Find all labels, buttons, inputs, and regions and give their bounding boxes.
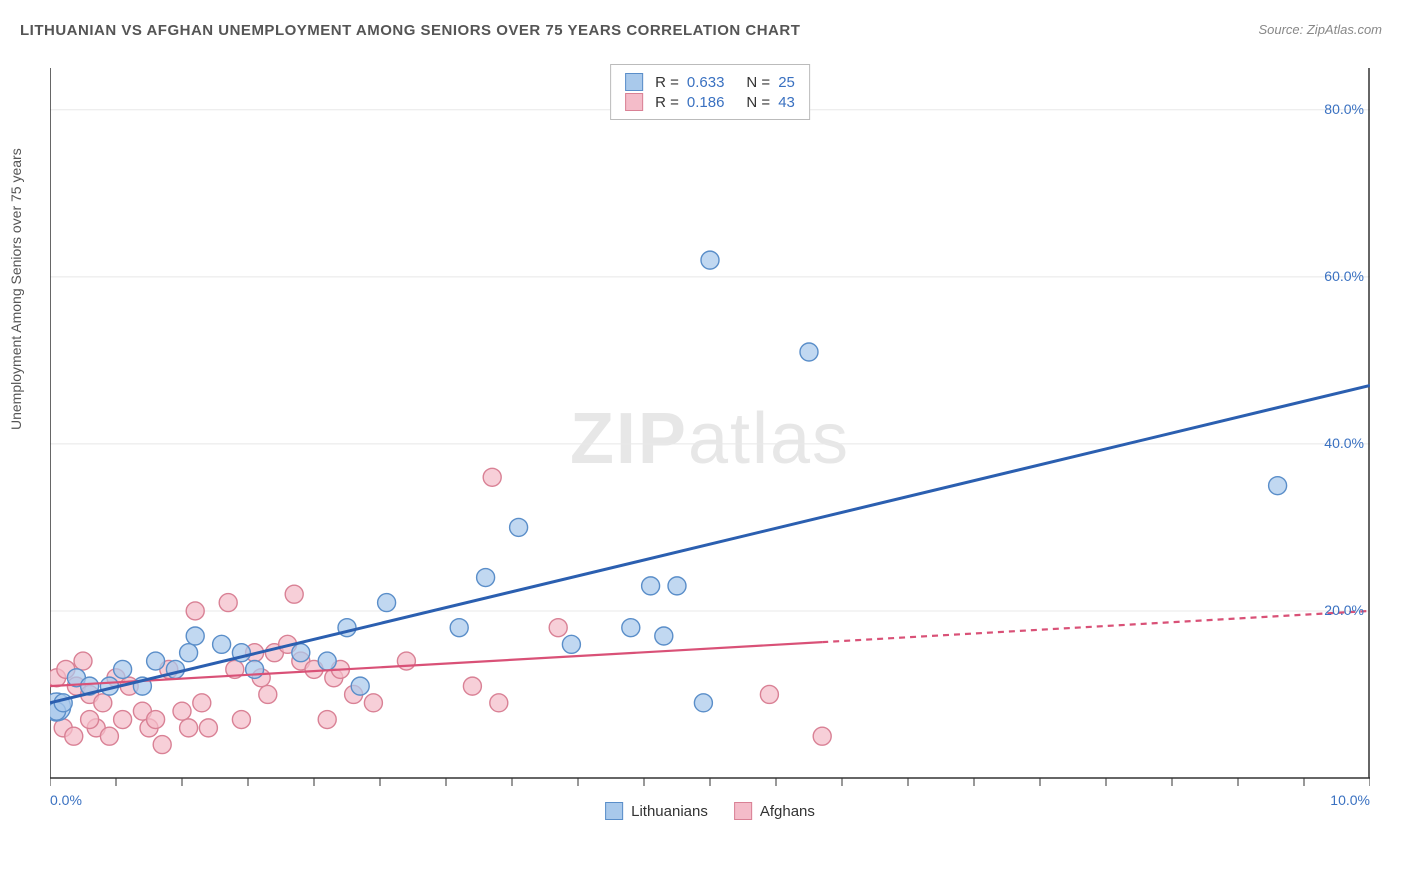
- n-label-b: N =: [746, 94, 770, 111]
- chart-title: LITHUANIAN VS AFGHAN UNEMPLOYMENT AMONG …: [20, 22, 800, 39]
- y-tick-label: 20.0%: [1324, 602, 1364, 618]
- y-tick-label: 60.0%: [1324, 268, 1364, 284]
- legend-row-a: R = 0.633 N = 25: [625, 73, 795, 91]
- legend-label-a: Lithuanians: [631, 803, 708, 820]
- series-legend: Lithuanians Afghans: [605, 802, 815, 820]
- source-credit: Source: ZipAtlas.com: [1258, 22, 1382, 37]
- r-value-a: 0.633: [687, 74, 725, 91]
- r-value-b: 0.186: [687, 94, 725, 111]
- swatch-blue-icon: [605, 802, 623, 820]
- r-label-b: R =: [655, 94, 679, 111]
- legend-item-a: Lithuanians: [605, 802, 708, 820]
- x-axis-max-label: 10.0%: [1330, 792, 1370, 808]
- swatch-blue-icon: [625, 73, 643, 91]
- legend-label-b: Afghans: [760, 803, 815, 820]
- swatch-pink-icon: [625, 93, 643, 111]
- n-label-a: N =: [746, 74, 770, 91]
- y-tick-label: 40.0%: [1324, 435, 1364, 451]
- n-value-a: 25: [778, 74, 795, 91]
- n-value-b: 43: [778, 94, 795, 111]
- swatch-pink-icon: [734, 802, 752, 820]
- correlation-legend: R = 0.633 N = 25 R = 0.186 N = 43: [610, 64, 810, 120]
- legend-item-b: Afghans: [734, 802, 815, 820]
- legend-row-b: R = 0.186 N = 43: [625, 93, 795, 111]
- y-axis-label: Unemployment Among Seniors over 75 years: [8, 148, 24, 430]
- scatter-chart: [50, 60, 1370, 818]
- y-tick-label: 80.0%: [1324, 101, 1364, 117]
- plot-area: ZIPatlas R = 0.633 N = 25 R = 0.186 N = …: [50, 60, 1370, 818]
- r-label-a: R =: [655, 74, 679, 91]
- x-axis-min-label: 0.0%: [50, 792, 82, 808]
